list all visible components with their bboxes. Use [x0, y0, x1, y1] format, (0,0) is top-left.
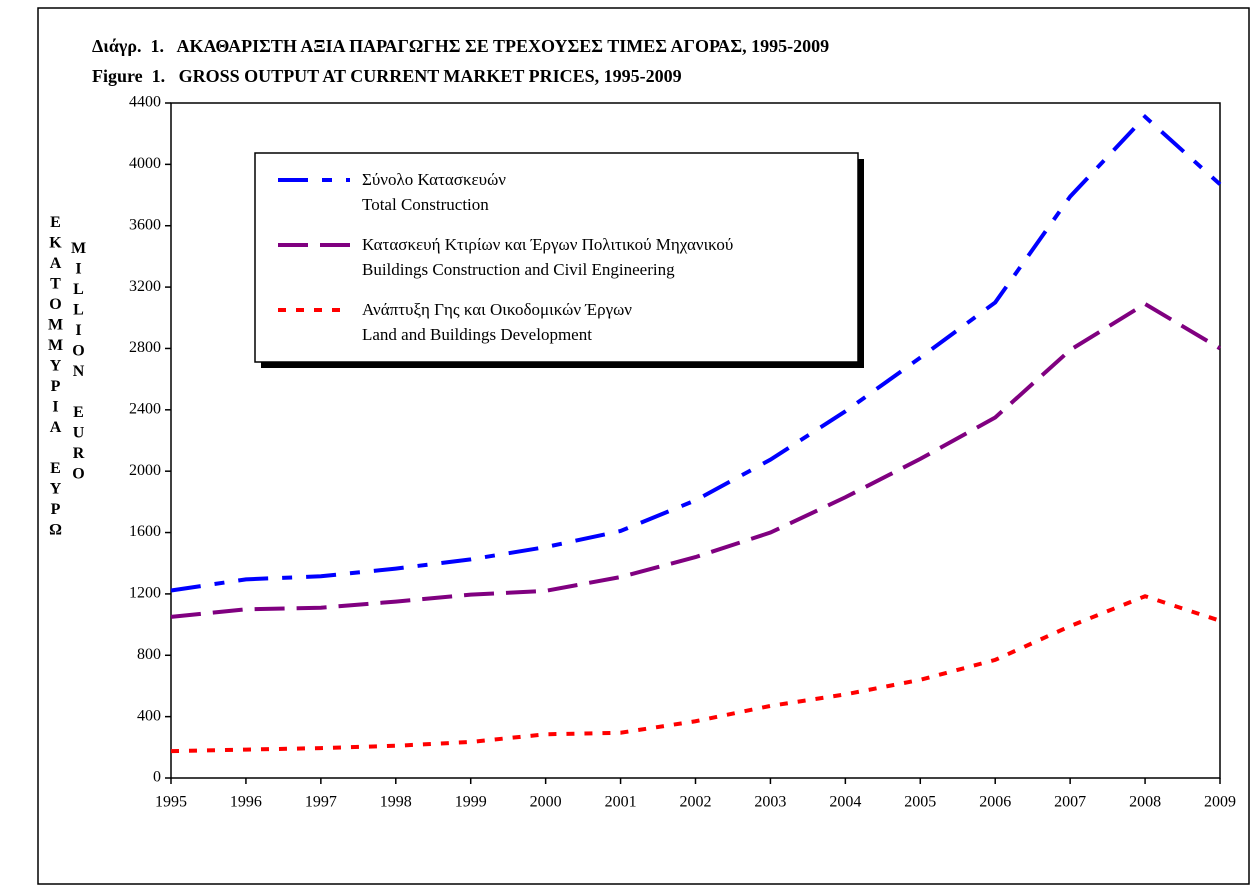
x-tick-label: 2008 [1129, 794, 1161, 811]
x-tick-label: 2000 [530, 794, 562, 811]
x-tick-label: 2006 [979, 794, 1011, 811]
y-axis-label: MILLION EURO [70, 240, 87, 486]
series-line [170, 301, 1222, 619]
y-tick-label: 3600 [129, 216, 161, 233]
legend [254, 152, 859, 363]
y-tick-label: 800 [137, 646, 161, 663]
x-tick-label: 2009 [1204, 794, 1236, 811]
series-line [170, 114, 1222, 593]
y-tick-label: 3200 [129, 278, 161, 295]
y-tick-label: 2400 [129, 400, 161, 417]
x-tick-label: 2002 [680, 794, 712, 811]
legend-label: Ανάπτυξη Γης και Οικοδομικών Έργων Land … [362, 300, 632, 344]
x-tick-label: 1999 [455, 794, 487, 811]
x-tick-label: 2001 [605, 794, 637, 811]
chart-title: Διάγρ. 1. ΑΚΑΘΑΡΙΣΤΗ ΑΞΙΑ ΠΑΡΑΓΩΓΗΣ ΣΕ Τ… [92, 36, 829, 56]
legend-label: Κατασκευή Κτιρίων και Έργων Πολιτικού Μη… [362, 235, 734, 279]
chart-subtitle: Figure 1. GROSS OUTPUT AT CURRENT MARKET… [92, 66, 682, 86]
y-tick-label: 0 [153, 769, 161, 786]
y-tick-label: 400 [137, 707, 161, 724]
x-tick-label: 2005 [904, 794, 936, 811]
x-tick-label: 1995 [155, 794, 187, 811]
series-line [170, 594, 1221, 754]
y-tick-label: 4000 [129, 155, 161, 172]
y-axis-label: ΕΚΑΤΟΜΜΥΡΙΑ ΕΥΡΩ [47, 214, 64, 542]
x-tick-label: 2007 [1054, 794, 1086, 811]
x-tick-label: 1997 [305, 794, 337, 811]
x-tick-label: 2004 [829, 794, 861, 811]
frame [37, 7, 1250, 885]
y-tick-label: 2000 [129, 462, 161, 479]
y-tick-label: 4400 [129, 94, 161, 111]
x-tick-label: 2003 [754, 794, 786, 811]
y-tick-label: 1200 [129, 585, 161, 602]
y-tick-label: 2800 [129, 339, 161, 356]
y-tick-label: 1600 [129, 523, 161, 540]
x-tick-label: 1998 [380, 794, 412, 811]
legend-label: Σύνολο Κατασκευών Total Construction [362, 170, 506, 214]
x-tick-label: 1996 [230, 794, 262, 811]
